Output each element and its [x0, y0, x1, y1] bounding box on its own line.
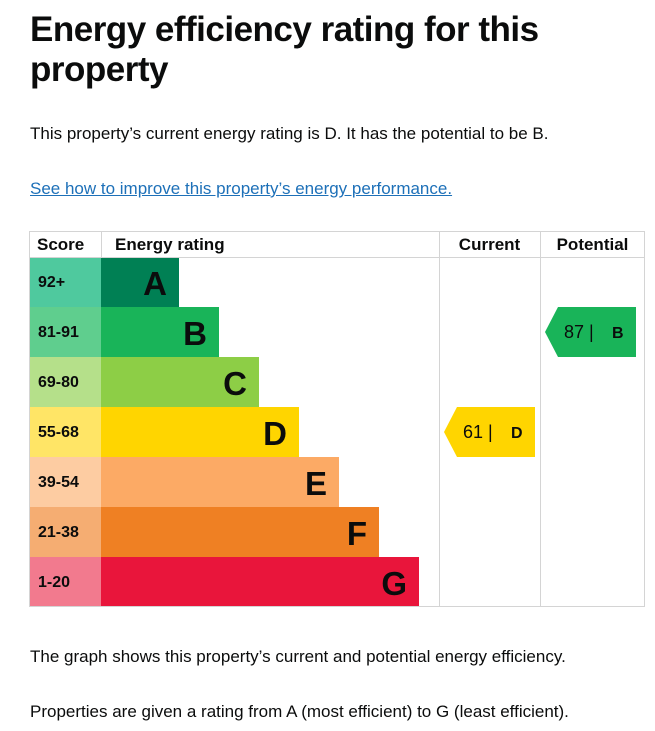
current-rating-letter: D	[511, 425, 523, 442]
potential-rating-letter: B	[612, 325, 624, 342]
score-cell-d	[29, 407, 101, 457]
score-cell-a	[29, 257, 101, 307]
rating-letter-b: B	[183, 315, 207, 352]
rating-summary: This property’s current energy rating is…	[30, 124, 549, 143]
page-title: Energy efficiency rating for this proper…	[30, 10, 539, 89]
graph-explanation: The graph shows this property’s current …	[30, 647, 566, 666]
improve-energy-link[interactable]: See how to improve this property’s energ…	[30, 179, 453, 198]
potential-rating-arrow	[545, 307, 636, 357]
rating-bar-f	[101, 507, 379, 557]
rating-letter-a: A	[143, 265, 167, 302]
current-rating-arrow	[444, 407, 535, 457]
chart-border	[29, 231, 645, 607]
score-cell-f	[29, 507, 101, 557]
score-cell-b	[29, 307, 101, 357]
current-rating-value: 61 |	[463, 422, 493, 442]
potential-rating-value: 87 |	[564, 322, 594, 342]
score-label-b: 81-91	[38, 324, 79, 341]
rating-letter-c: C	[223, 365, 247, 402]
score-cell-e	[29, 457, 101, 507]
score-label-f: 21-38	[38, 524, 79, 541]
score-cell-c	[29, 357, 101, 407]
score-label-d: 55-68	[38, 424, 79, 441]
rating-scale-explanation: Properties are given a rating from A (mo…	[30, 702, 569, 721]
score-label-a: 92+	[38, 274, 65, 291]
header-potential: Potential	[557, 235, 629, 254]
score-label-g: 1-20	[38, 574, 70, 591]
header-energy-rating: Energy rating	[115, 235, 225, 254]
header-current: Current	[459, 235, 521, 254]
rating-letter-g: G	[381, 565, 407, 602]
rating-bar-g	[101, 557, 419, 607]
epc-rating-chart: Score Energy rating Current Potential 92+ A 81…	[29, 231, 645, 607]
score-label-e: 39-54	[38, 474, 79, 491]
score-cell-g	[29, 557, 101, 607]
rating-bar-b	[101, 307, 219, 357]
rating-bar-e	[101, 457, 339, 507]
rating-letter-e: E	[305, 465, 327, 502]
rating-letter-d: D	[263, 415, 287, 452]
score-label-c: 69-80	[38, 374, 79, 391]
rating-letter-f: F	[347, 515, 367, 552]
rating-bar-c	[101, 357, 259, 407]
rating-bar-a	[101, 257, 179, 307]
rating-bar-d	[101, 407, 299, 457]
header-score: Score	[37, 235, 84, 254]
